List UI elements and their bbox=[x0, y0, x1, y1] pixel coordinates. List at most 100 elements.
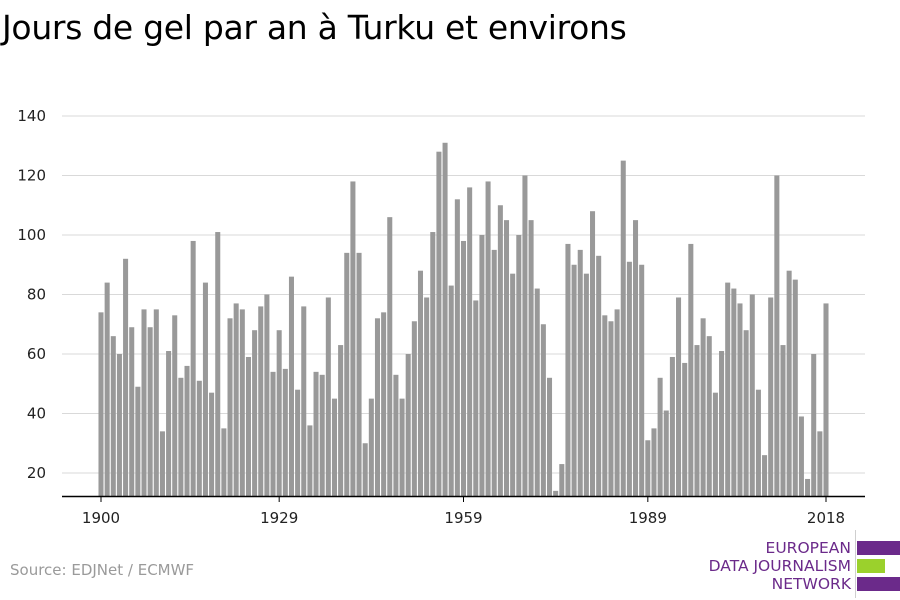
chart-title: Jours de gel par an à Turku et environs bbox=[2, 8, 627, 47]
bar bbox=[706, 336, 712, 496]
bar bbox=[295, 389, 301, 496]
bar bbox=[651, 428, 657, 497]
bar bbox=[325, 297, 331, 496]
bar bbox=[583, 273, 589, 496]
y-tick-label: 60 bbox=[27, 345, 46, 363]
bar bbox=[147, 327, 153, 496]
bar bbox=[374, 318, 380, 496]
bar bbox=[798, 416, 804, 496]
bar bbox=[534, 288, 540, 496]
bar bbox=[633, 220, 639, 497]
bar bbox=[264, 294, 270, 496]
bar bbox=[417, 270, 424, 496]
bar bbox=[270, 371, 276, 496]
bar bbox=[762, 455, 768, 496]
bar bbox=[166, 351, 172, 496]
bar bbox=[178, 377, 184, 496]
x-tick-label: 1929 bbox=[260, 509, 298, 527]
x-tick-label: 1959 bbox=[444, 509, 482, 527]
bar bbox=[694, 345, 700, 496]
bar bbox=[202, 282, 208, 496]
bar bbox=[553, 490, 559, 496]
bar bbox=[350, 181, 356, 496]
bar bbox=[442, 142, 448, 496]
logo-bar-green bbox=[857, 559, 885, 573]
logo-text-line-2: DATA JOURNALISM bbox=[708, 557, 851, 575]
bar bbox=[196, 380, 202, 496]
bar bbox=[786, 270, 792, 496]
bar bbox=[104, 282, 110, 496]
bar bbox=[135, 386, 141, 496]
bar bbox=[454, 199, 460, 497]
bar bbox=[209, 392, 215, 496]
bar bbox=[393, 374, 399, 496]
bar bbox=[510, 273, 516, 496]
bar bbox=[755, 389, 761, 496]
bar bbox=[712, 392, 718, 496]
bar bbox=[252, 330, 258, 496]
bar bbox=[123, 258, 129, 496]
y-axis-ticks: 20 40 60 80 100 120 140 bbox=[17, 107, 46, 482]
bar bbox=[221, 428, 227, 497]
bar bbox=[817, 431, 823, 496]
bar bbox=[227, 318, 233, 496]
bar bbox=[639, 264, 645, 496]
bar bbox=[590, 211, 596, 496]
bar bbox=[381, 312, 387, 496]
bar bbox=[620, 160, 626, 497]
bar bbox=[411, 321, 417, 496]
bar bbox=[362, 443, 368, 496]
bar bbox=[338, 345, 344, 496]
bar bbox=[682, 362, 688, 496]
bar bbox=[98, 312, 104, 496]
bars bbox=[98, 142, 829, 497]
bar bbox=[172, 315, 178, 496]
bar bbox=[116, 354, 122, 496]
logo-text-line-3: NETWORK bbox=[771, 575, 851, 593]
x-tick-label: 1989 bbox=[629, 509, 667, 527]
bar bbox=[436, 151, 442, 496]
bar bbox=[774, 175, 780, 496]
bar bbox=[356, 252, 362, 496]
y-tick-label: 80 bbox=[27, 286, 46, 304]
bar bbox=[805, 478, 811, 496]
x-tick-label: 1900 bbox=[82, 509, 120, 527]
bar bbox=[110, 336, 116, 496]
bar bbox=[780, 345, 786, 496]
bar bbox=[645, 440, 651, 496]
bar bbox=[344, 252, 350, 496]
bar bbox=[540, 324, 546, 496]
bar bbox=[331, 398, 337, 497]
logo-bar-purple-top bbox=[857, 541, 900, 555]
edjnet-logo[interactable]: EUROPEAN DATA JOURNALISM NETWORK bbox=[700, 528, 900, 600]
bar bbox=[491, 249, 497, 497]
bar bbox=[528, 220, 534, 497]
bar bbox=[657, 377, 663, 496]
bar bbox=[749, 294, 755, 496]
bar bbox=[811, 354, 817, 496]
bar bbox=[743, 330, 749, 496]
bar bbox=[448, 285, 454, 496]
bar bbox=[430, 232, 436, 497]
bar bbox=[190, 240, 196, 496]
bar bbox=[368, 398, 374, 497]
bar bbox=[276, 330, 282, 496]
source-note: Source: EDJNet / ECMWF bbox=[10, 561, 195, 579]
bar bbox=[424, 297, 430, 496]
bar bbox=[823, 303, 829, 496]
x-tick-label: 2018 bbox=[807, 509, 845, 527]
bar bbox=[577, 249, 583, 497]
y-tick-label: 20 bbox=[27, 464, 46, 482]
bar bbox=[547, 377, 553, 496]
logo-text-line-1: EUROPEAN bbox=[765, 539, 851, 557]
bar bbox=[313, 371, 319, 496]
bar bbox=[725, 282, 731, 496]
bar bbox=[319, 374, 325, 496]
bar bbox=[153, 309, 159, 497]
bar bbox=[460, 240, 467, 496]
bar bbox=[614, 309, 620, 497]
bar bbox=[288, 276, 294, 496]
bar bbox=[258, 306, 264, 496]
bar bbox=[737, 303, 743, 496]
